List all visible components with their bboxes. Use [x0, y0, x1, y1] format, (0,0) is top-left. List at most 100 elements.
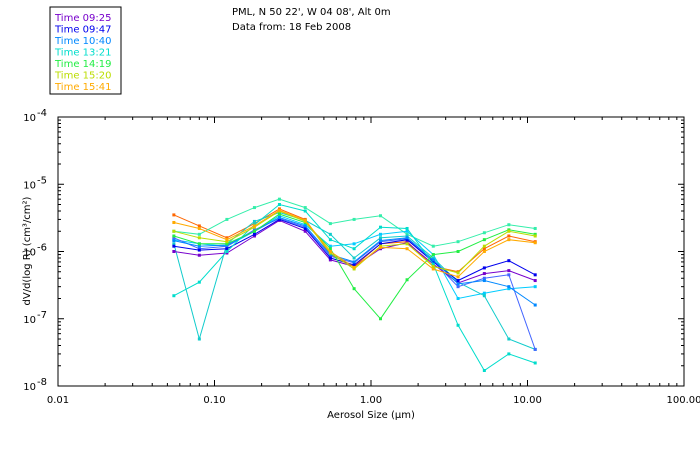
legend-item-3: Time 10:40 [54, 36, 111, 47]
y-axis-label: dV/d(log R) (cm³/cm²) [22, 196, 33, 305]
series-4-point [304, 210, 307, 213]
series-3-point [304, 224, 307, 227]
y-tick-exponent: -8 [37, 377, 47, 388]
extra-series-2-point [225, 218, 228, 221]
series-5-point [406, 278, 409, 281]
series-5-point [198, 242, 201, 245]
series-4-point [457, 324, 460, 327]
series-5-point [353, 287, 356, 290]
series-4-point [329, 238, 332, 241]
series-6-point [483, 245, 486, 248]
series-3-point [432, 258, 435, 261]
series-2-point [457, 279, 460, 282]
series-3-point [406, 236, 409, 239]
extra-series-5-point [534, 348, 537, 351]
extra-series-4-point [329, 233, 332, 236]
legend-item-4: Time 13:21 [54, 48, 111, 59]
extra-series-2-point [278, 198, 281, 201]
y-tick-exponent: -5 [37, 175, 47, 186]
extra-series-3-point [457, 297, 460, 300]
series-7-point [253, 224, 256, 227]
extra-series-4-point [379, 236, 382, 239]
series-6-point [534, 235, 537, 238]
extra-series-2-point [507, 223, 510, 226]
extra-series-4-point [198, 337, 201, 340]
extra-series-3-point [353, 242, 356, 245]
chart-title: PML, N 50 22', W 04 08', Alt 0m [232, 7, 391, 18]
series-6-point [457, 271, 460, 274]
series-4-point [483, 369, 486, 372]
extra-series-4-point [507, 337, 510, 340]
series-4-point [379, 226, 382, 229]
series-2-point [534, 273, 537, 276]
series-7-point [353, 266, 356, 269]
series-7-point [225, 238, 228, 241]
series-group [172, 198, 536, 372]
extra-series-4-point [483, 294, 486, 297]
series-4-point [225, 250, 228, 253]
legend-item-5: Time 14:19 [54, 59, 111, 70]
extra-series-3-point [379, 233, 382, 236]
series-2-point [507, 259, 510, 262]
series-3-point [278, 216, 281, 219]
series-7-point [304, 219, 307, 222]
extra-series-2-point [253, 206, 256, 209]
series-5-point [483, 238, 486, 241]
extra-series-2-point [534, 227, 537, 230]
x-tick-label: 10.00 [513, 395, 542, 406]
series-3-point [353, 260, 356, 263]
series-7-point [379, 246, 382, 249]
series-5-point [379, 317, 382, 320]
series-4-point [278, 203, 281, 206]
extra-series-2-point [198, 233, 201, 236]
series-3-point [507, 285, 510, 288]
x-axis-label: Aerosol Size (µm) [327, 410, 415, 421]
series-5-point [253, 230, 256, 233]
series-4-point [534, 361, 537, 364]
extra-series-2-point [457, 240, 460, 243]
series-4-point [507, 352, 510, 355]
series-2-point [225, 247, 228, 250]
series-1-point [172, 250, 175, 253]
series-1-point [534, 279, 537, 282]
y-tick-exponent: -6 [37, 243, 47, 254]
extra-series-2-point [432, 245, 435, 248]
x-tick-label: 0.10 [203, 395, 225, 406]
series-1-point [507, 269, 510, 272]
series-2-point [198, 249, 201, 252]
series-7-point [507, 238, 510, 241]
extra-series-5-point [507, 273, 510, 276]
series-6-point [198, 236, 201, 239]
y-tick-exponent: -4 [37, 108, 47, 119]
series-3-point [457, 282, 460, 285]
y-tick-exponent: -7 [37, 310, 47, 321]
x-tick-label: 100.00 [667, 395, 700, 406]
series-2-point [483, 266, 486, 269]
series-7-point [172, 221, 175, 224]
series-4-point [198, 281, 201, 284]
extra-series-2-point [379, 214, 382, 217]
series-7-point [432, 267, 435, 270]
series-3-point [379, 239, 382, 242]
series-5-point [278, 213, 281, 216]
series-3-point [483, 279, 486, 282]
series-3-point [534, 304, 537, 307]
extra-series-2-point [483, 231, 486, 234]
series-7-point [198, 227, 201, 230]
extra-series-4-point [353, 257, 356, 260]
series-4-point [172, 294, 175, 297]
series-5-point [432, 253, 435, 256]
y-tick-label: 10 [23, 382, 36, 393]
chart-subtitle: Data from: 18 Feb 2008 [232, 22, 351, 33]
series-7-point [457, 275, 460, 278]
legend-item-2: Time 09:47 [54, 25, 111, 36]
extra-series-3-point [534, 285, 537, 288]
series-4-point [353, 247, 356, 250]
series-4-point [406, 227, 409, 230]
extra-series-4-point [253, 220, 256, 223]
legend-item-7: Time 15:41 [54, 82, 111, 93]
series-7-point [483, 250, 486, 253]
series-2-point [172, 245, 175, 248]
